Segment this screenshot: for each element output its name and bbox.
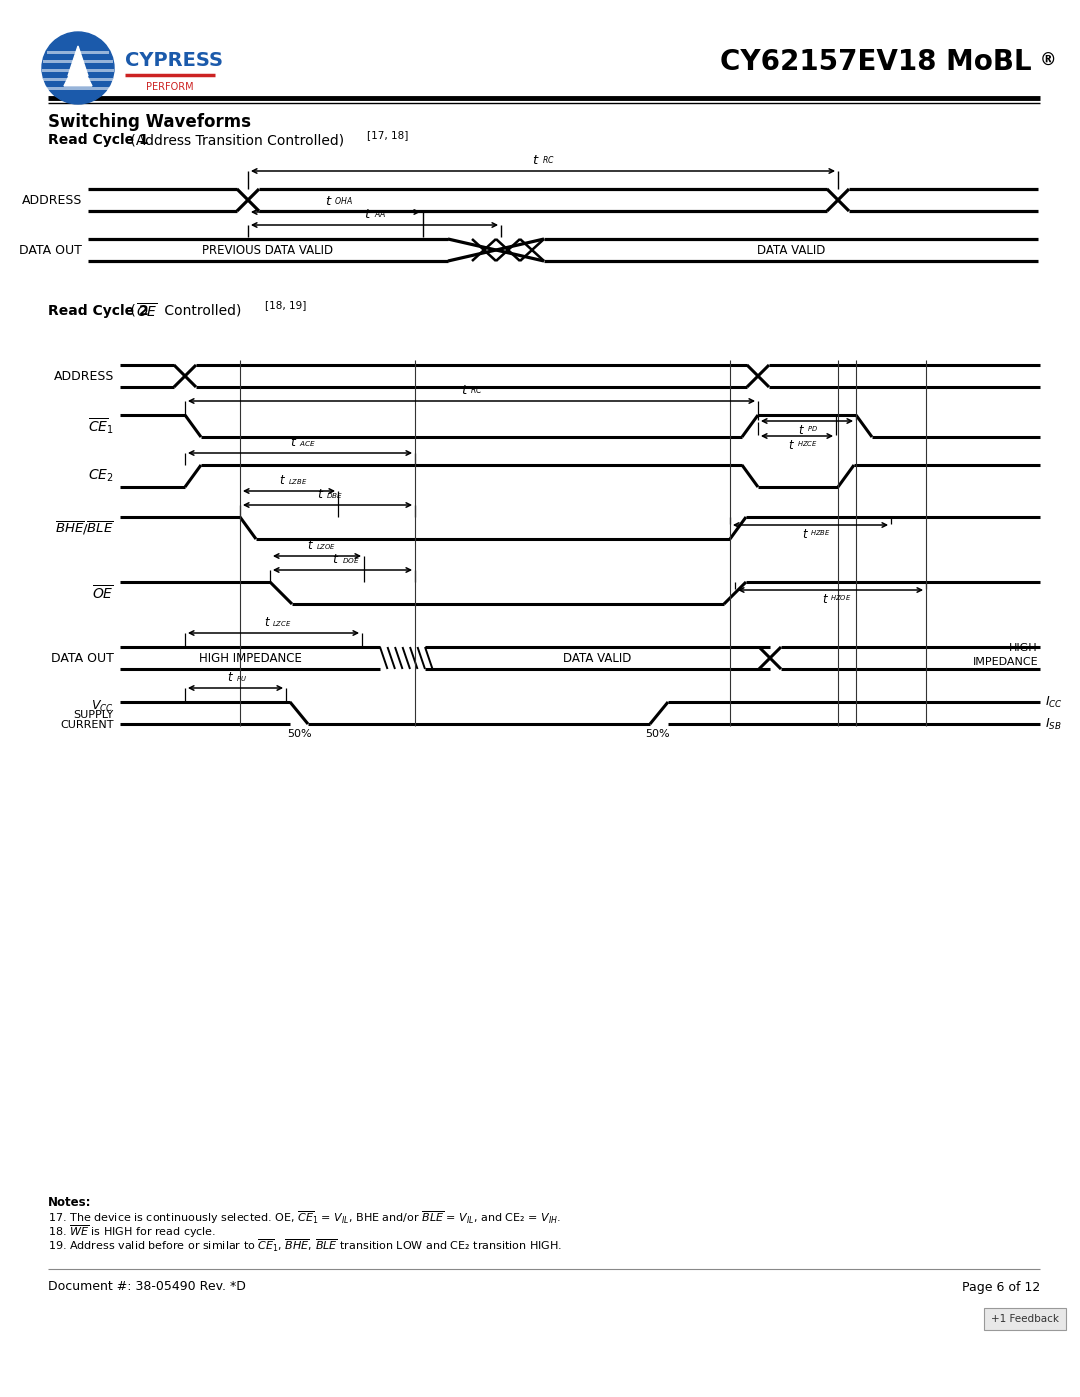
Text: $_{AA}$: $_{AA}$: [374, 208, 386, 221]
Text: $_{LZOE}$: $_{LZOE}$: [316, 542, 336, 552]
FancyBboxPatch shape: [984, 1308, 1066, 1330]
FancyBboxPatch shape: [46, 50, 109, 53]
Text: $_{HZCE}$: $_{HZCE}$: [797, 439, 818, 448]
Text: Controlled): Controlled): [160, 305, 246, 319]
Text: $\overline{OE}$: $\overline{OE}$: [136, 302, 158, 320]
Text: $_{LZBE}$: $_{LZBE}$: [288, 476, 308, 488]
Circle shape: [42, 32, 114, 103]
Text: $_{LZCE}$: $_{LZCE}$: [272, 619, 292, 629]
Text: $t$: $t$: [801, 528, 809, 541]
Text: $_{OHA}$: $_{OHA}$: [335, 196, 353, 208]
Text: $t$: $t$: [279, 474, 286, 488]
FancyBboxPatch shape: [46, 87, 109, 89]
Text: $t$: $t$: [227, 671, 233, 685]
Text: PREVIOUS DATA VALID: PREVIOUS DATA VALID: [202, 243, 334, 257]
Text: HIGH IMPEDANCE: HIGH IMPEDANCE: [199, 651, 301, 665]
Text: 50%: 50%: [646, 729, 671, 739]
Text: CYPRESS: CYPRESS: [125, 50, 222, 70]
Text: Read Cycle 2: Read Cycle 2: [48, 305, 149, 319]
Text: Switching Waveforms: Switching Waveforms: [48, 113, 251, 131]
Text: Read Cycle 1: Read Cycle 1: [48, 133, 149, 147]
Text: DATA OUT: DATA OUT: [19, 243, 82, 257]
Text: $I_{SB}$: $I_{SB}$: [1045, 717, 1062, 732]
Text: $_{PU}$: $_{PU}$: [235, 673, 246, 685]
Text: $_{RC}$: $_{RC}$: [542, 155, 555, 168]
Text: $t$: $t$: [822, 592, 828, 606]
Text: Document #: 38-05490 Rev. *D: Document #: 38-05490 Rev. *D: [48, 1281, 246, 1294]
FancyBboxPatch shape: [43, 60, 112, 63]
Text: 50%: 50%: [287, 729, 312, 739]
Text: [17, 18]: [17, 18]: [367, 130, 408, 140]
Text: $t$: $t$: [264, 616, 270, 629]
Text: $t$: $t$: [325, 196, 333, 208]
Text: CURRENT: CURRENT: [60, 719, 114, 731]
Text: 19. Address valid before or similar to $\overline{CE}_1$, $\overline{BHE}$, $\ov: 19. Address valid before or similar to $…: [48, 1238, 563, 1255]
Text: (: (: [126, 305, 136, 319]
Text: $t$: $t$: [788, 439, 795, 453]
Text: $t$: $t$: [289, 436, 297, 448]
Text: $\overline{BHE}/\overline{BLE}$: $\overline{BHE}/\overline{BLE}$: [55, 520, 114, 536]
Text: ADDRESS: ADDRESS: [54, 369, 114, 383]
Text: PERFORM: PERFORM: [146, 82, 193, 92]
Text: (Address Transition Controlled): (Address Transition Controlled): [126, 133, 349, 147]
Text: $\overline{OE}$: $\overline{OE}$: [92, 584, 114, 602]
Text: Notes:: Notes:: [48, 1196, 92, 1208]
Text: $t$: $t$: [798, 425, 805, 437]
Text: $_{ACE}$: $_{ACE}$: [299, 439, 316, 448]
Text: [18, 19]: [18, 19]: [265, 300, 307, 310]
Text: Page 6 of 12: Page 6 of 12: [962, 1281, 1040, 1294]
Text: ®: ®: [1040, 52, 1056, 70]
Text: HIGH: HIGH: [1010, 643, 1038, 652]
Text: $_{DBE}$: $_{DBE}$: [326, 490, 343, 502]
Polygon shape: [64, 59, 92, 87]
Text: $\overline{CE}_1$: $\overline{CE}_1$: [89, 416, 114, 436]
Text: $_{HZBE}$: $_{HZBE}$: [810, 528, 832, 538]
Text: +1 Feedback: +1 Feedback: [991, 1315, 1059, 1324]
Text: $CE_2$: $CE_2$: [89, 468, 114, 485]
Text: CY62157EV18 MoBL: CY62157EV18 MoBL: [720, 47, 1032, 75]
Polygon shape: [68, 46, 87, 75]
FancyBboxPatch shape: [43, 77, 112, 81]
Text: $t$: $t$: [461, 384, 469, 397]
Text: $t$: $t$: [307, 539, 314, 552]
Text: DATA VALID: DATA VALID: [757, 243, 825, 257]
Text: SUPPLY: SUPPLY: [73, 710, 114, 719]
Text: $_{HZOE}$: $_{HZOE}$: [831, 592, 852, 604]
Text: $_{RC}$: $_{RC}$: [471, 384, 484, 397]
Text: DATA VALID: DATA VALID: [564, 651, 632, 665]
Text: 18. $\overline{WE}$ is HIGH for read cycle.: 18. $\overline{WE}$ is HIGH for read cyc…: [48, 1224, 216, 1241]
Text: $t$: $t$: [532, 154, 540, 168]
Text: IMPEDANCE: IMPEDANCE: [972, 657, 1038, 666]
Text: ADDRESS: ADDRESS: [22, 194, 82, 207]
Text: $t$: $t$: [318, 488, 324, 502]
FancyBboxPatch shape: [42, 68, 114, 71]
Text: $V_{CC}$: $V_{CC}$: [92, 698, 114, 714]
Text: $_{PD}$: $_{PD}$: [807, 425, 818, 434]
Text: $_{DOE}$: $_{DOE}$: [341, 556, 360, 566]
Text: $t$: $t$: [364, 208, 372, 221]
Text: DATA OUT: DATA OUT: [51, 651, 114, 665]
Text: $t$: $t$: [333, 553, 339, 566]
Text: 17. The device is continuously selected. OE, $\overline{CE}_1$ = $V_{IL}$, BHE a: 17. The device is continuously selected.…: [48, 1210, 561, 1227]
Text: $I_{CC}$: $I_{CC}$: [1045, 694, 1063, 710]
